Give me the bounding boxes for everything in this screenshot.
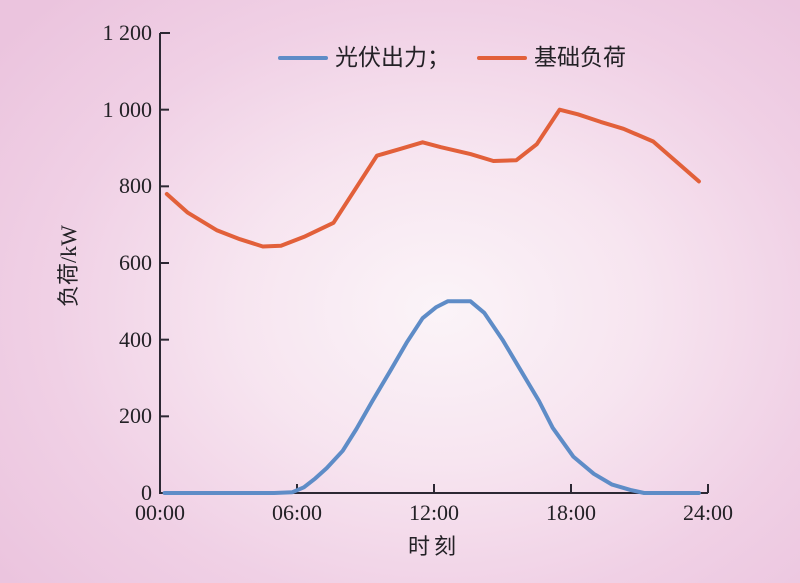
- y-tick-label: 800: [119, 173, 152, 199]
- x-axis-title: 时刻: [407, 534, 461, 559]
- legend-item-base-load: 基础负荷: [477, 45, 626, 71]
- y-tick-label: 600: [119, 250, 152, 275]
- x-tick-label: 18:00: [545, 500, 597, 525]
- series-line-pv-output: [162, 299, 701, 495]
- y-tick-label: 1 000: [102, 96, 153, 122]
- chart-legend: 光伏出力； 基础负荷: [278, 45, 626, 71]
- x-tick-label: 06:00: [271, 500, 323, 525]
- x-tick-label: 12:00: [408, 500, 460, 525]
- y-tick-label: 0: [141, 480, 152, 505]
- x-tick-label: 00:00: [134, 500, 186, 525]
- legend-label-pv-output: 光伏出力；: [335, 45, 450, 70]
- x-tick-label: 24:00: [682, 500, 734, 525]
- legend-line-pv-icon: [278, 56, 328, 60]
- legend-line-base-load-icon: [477, 56, 527, 60]
- y-tick-label: 200: [119, 403, 152, 429]
- series-line-base-load: [164, 107, 701, 249]
- legend-label-base-load: 基础负荷: [534, 45, 626, 70]
- axis-frame: [159, 32, 709, 494]
- legend-item-pv-output: 光伏出力；: [278, 45, 450, 71]
- y-tick-label: 1 200: [102, 20, 153, 45]
- y-tick-label: 400: [119, 326, 152, 352]
